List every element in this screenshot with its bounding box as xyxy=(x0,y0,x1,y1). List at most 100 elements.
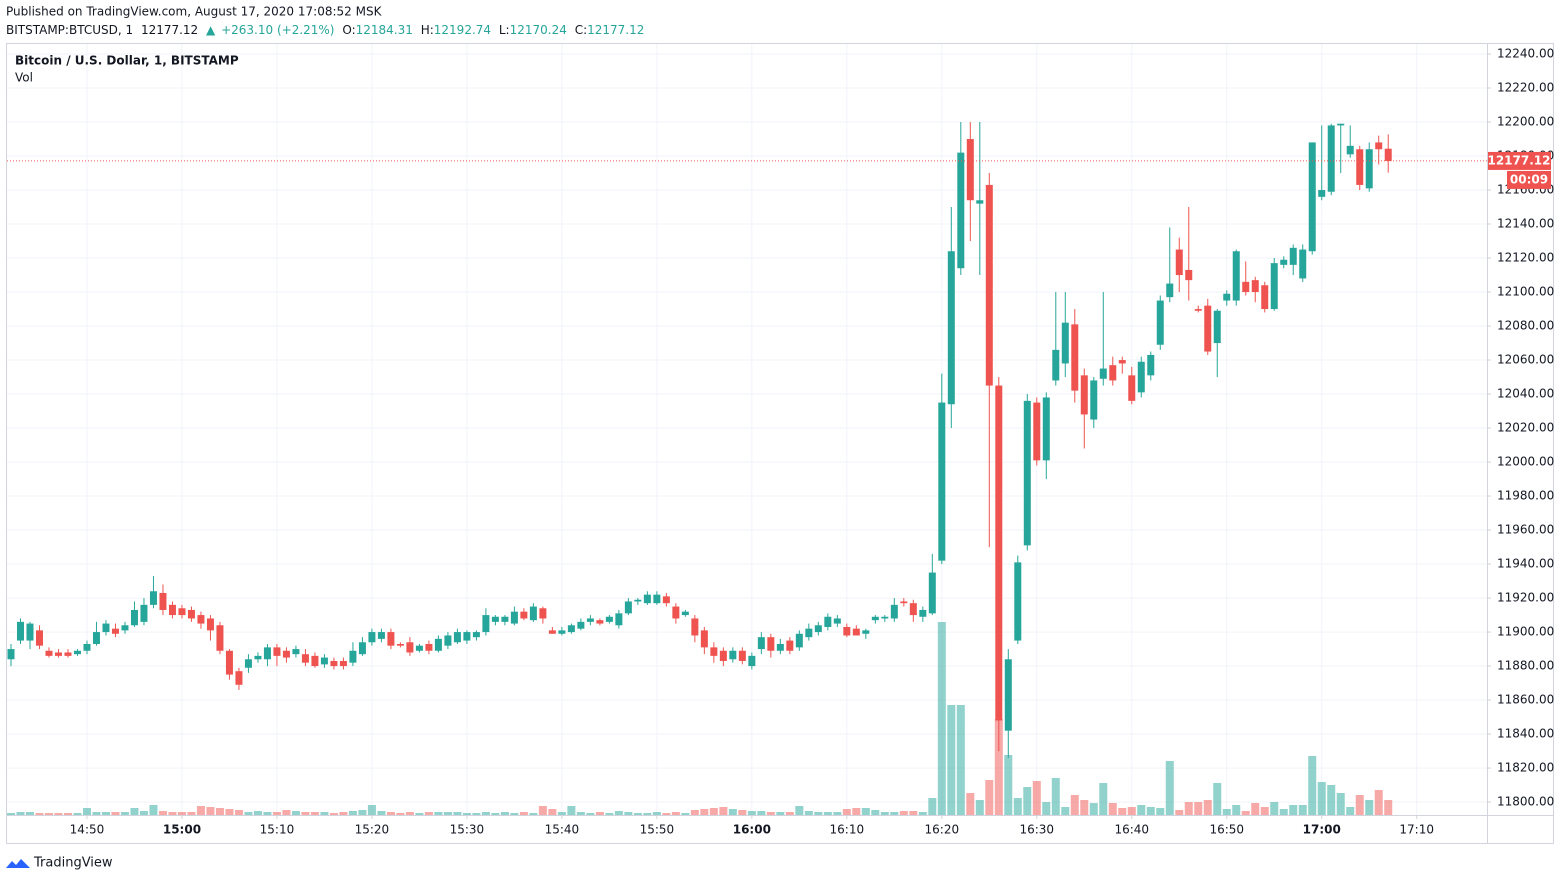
candle-body xyxy=(1251,280,1259,293)
candle-body xyxy=(643,594,651,604)
volume-bar xyxy=(937,622,946,815)
volume-bar xyxy=(728,809,737,815)
volume-bar xyxy=(1279,809,1288,815)
volume-bar xyxy=(614,811,623,815)
candle-body xyxy=(548,630,556,634)
volume-bar xyxy=(63,813,72,815)
volume-bar xyxy=(1013,798,1022,815)
volume-bar xyxy=(994,719,1003,815)
candle-body xyxy=(1156,300,1164,345)
open-value: 12184.31 xyxy=(356,23,413,37)
candle-body xyxy=(919,609,927,617)
volume-bar xyxy=(367,805,376,815)
volume-bar xyxy=(177,812,186,815)
volume-bar xyxy=(25,812,34,815)
candle-body xyxy=(510,611,518,624)
x-tick-label: 15:50 xyxy=(640,823,675,837)
close-value: 12177.12 xyxy=(587,23,644,37)
volume-bar xyxy=(690,810,699,815)
volume-bar xyxy=(396,813,405,815)
volume-bar xyxy=(1355,795,1364,815)
volume-bar xyxy=(1175,810,1184,815)
volume-bar xyxy=(1374,790,1383,815)
volume-bar xyxy=(966,793,975,815)
candle-body xyxy=(45,650,53,656)
volume-bar xyxy=(899,811,908,815)
volume-bar xyxy=(681,813,690,815)
candle-body xyxy=(871,616,879,621)
x-tick-label: 16:00 xyxy=(733,823,771,837)
volume-bar xyxy=(595,812,604,815)
volume-bar xyxy=(1308,756,1317,815)
y-tick-label: 11860.00 xyxy=(1497,693,1554,707)
volume-bar xyxy=(187,812,196,815)
volume-bar xyxy=(462,813,471,815)
symbol: BITSTAMP:BTCUSD, 1 xyxy=(6,23,133,37)
candle-body xyxy=(605,616,613,622)
y-tick-label: 12040.00 xyxy=(1497,387,1554,401)
candle-body xyxy=(273,647,281,656)
volume-bar xyxy=(823,812,832,815)
candle-body xyxy=(263,647,271,660)
candle-body xyxy=(586,618,594,622)
candle-body xyxy=(662,596,670,604)
candle-body xyxy=(1327,125,1335,192)
volume-bar xyxy=(92,812,101,815)
volume-bar xyxy=(1194,802,1203,815)
volume-bar xyxy=(1156,808,1165,815)
volume-bar xyxy=(130,808,139,815)
candle-body xyxy=(843,626,851,636)
candle-body xyxy=(1109,365,1117,381)
candle-body xyxy=(957,152,965,269)
volume-bar xyxy=(975,800,984,815)
candle-body xyxy=(624,601,632,614)
volume-bar xyxy=(719,807,728,815)
volume-bar xyxy=(909,811,918,815)
candle-body xyxy=(368,632,376,643)
candle-body xyxy=(672,606,680,619)
volume-bar xyxy=(111,812,120,815)
grid xyxy=(7,44,1487,815)
candle-body xyxy=(852,628,860,636)
candle-body xyxy=(330,660,338,667)
volume-bar xyxy=(1108,803,1117,815)
volume-bar xyxy=(633,813,642,815)
x-tick-label: 16:10 xyxy=(830,823,865,837)
candle-body xyxy=(691,618,699,636)
volume-bar xyxy=(481,812,490,815)
volume-bar xyxy=(120,812,129,815)
volume-bar xyxy=(548,809,557,815)
candle-body xyxy=(320,657,328,665)
volume-bar xyxy=(1089,803,1098,815)
volume-bar xyxy=(196,806,205,815)
candle-body xyxy=(54,652,62,656)
candle-body xyxy=(577,621,585,629)
candle-body xyxy=(719,650,727,661)
volume-bar xyxy=(1051,778,1060,815)
candle-body xyxy=(776,643,784,651)
legend-title: Bitcoin / U.S. Dollar, 1, BITSTAMP xyxy=(15,54,239,68)
volume-bar xyxy=(1346,807,1355,815)
volume-bar xyxy=(890,812,899,815)
y-tick-label: 12200.00 xyxy=(1497,115,1554,129)
candle-body xyxy=(387,632,395,646)
volume-bar xyxy=(576,812,585,815)
candle-body xyxy=(615,613,623,626)
volume-bar xyxy=(709,808,718,815)
candle-body xyxy=(1166,283,1174,298)
candle-body xyxy=(311,655,319,667)
candle-body xyxy=(1280,259,1288,265)
candle-body xyxy=(1356,149,1364,185)
volume-bar xyxy=(947,705,956,815)
volume-bar xyxy=(1251,803,1260,815)
candle-body xyxy=(1337,123,1345,126)
candle-body xyxy=(292,649,300,655)
volume-bar xyxy=(244,812,253,815)
candle-body xyxy=(1052,349,1060,381)
candle-body xyxy=(909,603,917,616)
candle-body xyxy=(1308,142,1316,252)
high-value: 12192.74 xyxy=(434,23,491,37)
volume-bar xyxy=(833,812,842,815)
volume-bar xyxy=(310,812,319,815)
volume-bar xyxy=(1165,761,1174,815)
